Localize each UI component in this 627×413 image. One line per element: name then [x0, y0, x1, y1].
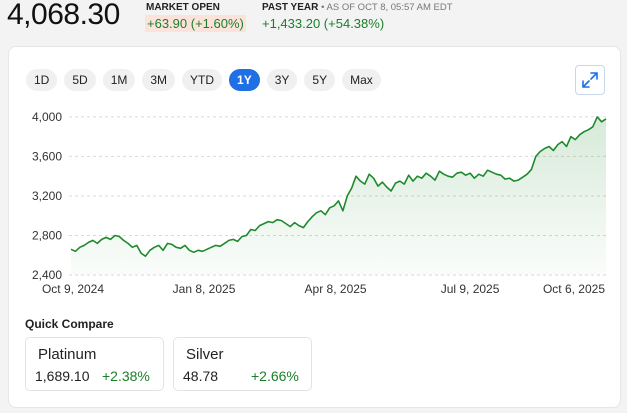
- quick-compare-title: Quick Compare: [25, 317, 114, 331]
- expand-arrows-icon: [582, 72, 598, 88]
- range-ytd[interactable]: YTD: [182, 69, 223, 91]
- y-tick-label: 3,200: [32, 189, 62, 203]
- y-tick-label: 2,800: [32, 228, 62, 242]
- compare-card-silver[interactable]: Silver 48.78 +2.66%: [173, 337, 312, 391]
- expand-chart-button[interactable]: [575, 65, 605, 95]
- as-of-timestamp: • AS OF OCT 8, 05:57 AM EDT: [321, 2, 453, 13]
- range-5y[interactable]: 5Y: [304, 69, 336, 91]
- chart-card: 1D 5D 1M 3M YTD 1Y 3Y 5Y Max 4,000 3,600 3…: [8, 46, 621, 408]
- compare-name: Silver: [186, 346, 224, 363]
- y-tick-label: 2,400: [32, 268, 62, 282]
- compare-card-platinum[interactable]: Platinum 1,689.10 +2.38%: [25, 337, 164, 391]
- compare-change: +2.38%: [102, 368, 150, 384]
- x-tick-label: Apr 8, 2025: [305, 282, 367, 296]
- past-year-label: PAST YEAR • AS OF OCT 8, 05:57 AM EDT: [262, 2, 453, 13]
- market-change: +63.90 (+1.60%): [145, 15, 246, 32]
- range-selector: 1D 5D 1M 3M YTD 1Y 3Y 5Y Max: [26, 69, 381, 91]
- price-chart[interactable]: 4,000 3,600 3,200 2,800 2,400 Oct 9, 2024 Jan…: [9, 107, 622, 297]
- compare-value: 48.78: [183, 368, 219, 384]
- y-tick-label: 4,000: [32, 110, 62, 124]
- range-1y[interactable]: 1Y: [229, 69, 260, 91]
- current-price: 4,068.30: [7, 0, 120, 31]
- x-tick-label: Oct 6, 2025: [543, 282, 605, 296]
- x-tick-label: Jan 8, 2025: [173, 282, 236, 296]
- range-max[interactable]: Max: [342, 69, 381, 91]
- x-tick-label: Jul 9, 2025: [441, 282, 500, 296]
- x-tick-label: Oct 9, 2024: [42, 282, 104, 296]
- range-3m[interactable]: 3M: [142, 69, 176, 91]
- past-year-title: PAST YEAR: [262, 2, 319, 13]
- quote-header: 4,068.30 MARKET OPEN +63.90 (+1.60%) PAS…: [0, 0, 627, 44]
- price-area: [71, 116, 606, 276]
- compare-name: Platinum: [38, 346, 97, 363]
- range-1m[interactable]: 1M: [102, 69, 136, 91]
- y-tick-label: 3,600: [32, 149, 62, 163]
- range-5d[interactable]: 5D: [64, 69, 96, 91]
- price-line: [70, 116, 607, 257]
- market-status-label: MARKET OPEN: [146, 2, 220, 13]
- compare-value: 1,689.10: [35, 368, 90, 384]
- compare-change: +2.66%: [251, 368, 299, 384]
- past-year-change: +1,433.20 (+54.38%): [262, 16, 385, 31]
- range-3y[interactable]: 3Y: [266, 69, 298, 91]
- range-1d[interactable]: 1D: [26, 69, 58, 91]
